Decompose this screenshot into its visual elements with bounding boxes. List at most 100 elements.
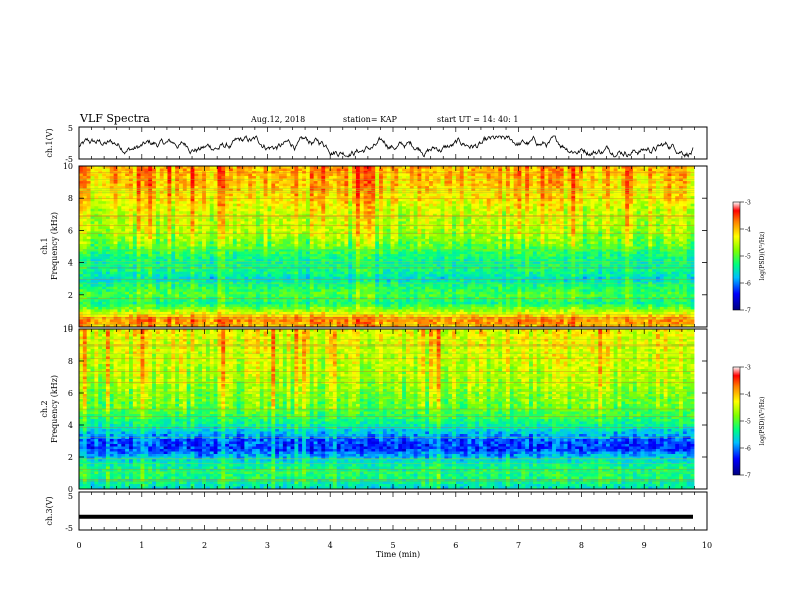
spectrogram-cell <box>456 199 460 202</box>
spectrogram-cell <box>398 189 402 192</box>
spectrogram-cell <box>683 174 687 177</box>
spectrogram-cell <box>683 181 687 184</box>
spectrogram-cell <box>679 174 683 177</box>
spectrogram-cell <box>264 199 268 202</box>
spectrogram-cell <box>94 189 98 192</box>
spectrogram-cell <box>117 199 121 202</box>
spectrogram-cell <box>114 181 118 184</box>
spectrogram-cell <box>633 194 637 197</box>
spectrogram-cell <box>452 184 456 187</box>
spectrogram-cell <box>594 201 598 204</box>
spectrogram-cell <box>406 181 410 184</box>
spectrogram-cell <box>583 176 587 179</box>
spectrogram-cell <box>210 169 214 172</box>
spectrogram-cell <box>518 176 522 179</box>
spectrogram-cell <box>221 204 225 207</box>
spectrogram-cell <box>260 181 264 184</box>
spectrogram-cell <box>79 189 83 192</box>
spectrogram-cell <box>541 176 545 179</box>
spectrogram-cell <box>521 171 525 174</box>
spectrogram-cell <box>456 179 460 182</box>
spectrogram-cell <box>94 171 98 174</box>
spectrogram-cell <box>210 199 214 202</box>
spectrogram-cell <box>456 201 460 204</box>
spectrogram-cell <box>125 179 129 182</box>
spectrogram-cell <box>383 174 387 177</box>
spectrogram-cell <box>475 199 479 202</box>
spectrogram-cell <box>252 199 256 202</box>
spectrogram-cell <box>364 204 368 207</box>
spectrogram-cell <box>356 179 360 182</box>
spectrogram-cell <box>79 174 83 177</box>
spectrogram-cell <box>402 174 406 177</box>
spectrogram-cell <box>564 176 568 179</box>
spectrogram-cell <box>152 189 156 192</box>
spectrogram-cell <box>179 181 183 184</box>
spectrogram-cell <box>252 174 256 177</box>
spectrogram-cell <box>618 184 622 187</box>
spectrogram-cell <box>664 176 668 179</box>
spectrogram-cell <box>121 176 125 179</box>
spectrogram-cell <box>402 176 406 179</box>
spectrogram-cell <box>171 201 175 204</box>
spectrogram-cell <box>571 169 575 172</box>
spectrogram-cell <box>344 194 348 197</box>
spectrogram-cell <box>79 204 83 207</box>
spectrogram-cell <box>175 189 179 192</box>
spectrogram-cell <box>637 174 641 177</box>
spectrogram-cell <box>414 169 418 172</box>
spectrogram-cell <box>225 199 229 202</box>
spectrogram-cell <box>548 171 552 174</box>
spectrogram-cell <box>487 201 491 204</box>
spectrogram-cell <box>448 174 452 177</box>
spectrogram-cell <box>587 189 591 192</box>
spectrogram-cell <box>387 171 391 174</box>
spectrogram-cell <box>214 181 218 184</box>
spectrogram-cell <box>602 179 606 182</box>
spectrogram-cell <box>364 194 368 197</box>
spectrogram-cell <box>444 176 448 179</box>
spectrogram-cell <box>329 189 333 192</box>
spectrogram-cell <box>568 176 572 179</box>
spectrogram-cell <box>87 204 91 207</box>
spectrogram-cell <box>671 174 675 177</box>
spectrogram-cell <box>194 201 198 204</box>
spectrogram-cell <box>167 184 171 187</box>
spectrogram-cell <box>198 176 202 179</box>
spectrogram-cell <box>491 199 495 202</box>
spectrogram-cell <box>479 199 483 202</box>
spectrogram-cell <box>483 184 487 187</box>
spectrogram-cell <box>452 194 456 197</box>
spectrogram-cell <box>487 176 491 179</box>
spectrogram-cell <box>421 171 425 174</box>
spectrogram-cell <box>233 174 237 177</box>
spectrogram-cell <box>637 179 641 182</box>
spectrogram-cell <box>187 201 191 204</box>
spectrogram-cell <box>491 184 495 187</box>
spectrogram-cell <box>560 204 564 207</box>
spectrogram-cell <box>571 176 575 179</box>
spectrogram-cell <box>367 194 371 197</box>
spectrogram-cell <box>229 189 233 192</box>
spectrogram-cell <box>325 189 329 192</box>
spectrogram-cell <box>321 169 325 172</box>
spectrogram-cell <box>652 199 656 202</box>
spectrogram-cell <box>202 199 206 202</box>
spectrogram-cell <box>691 189 695 192</box>
spectrogram-cell <box>248 194 252 197</box>
spectrogram-cell <box>179 194 183 197</box>
spectrogram-cell <box>433 204 437 207</box>
spectrogram-cell <box>237 194 241 197</box>
spectrogram-cell <box>206 206 210 209</box>
spectrogram-cell <box>360 181 364 184</box>
spectrogram-cell <box>402 189 406 192</box>
spectrogram-cell <box>668 199 672 202</box>
spectrogram-cell <box>510 199 514 202</box>
spectrogram-cell <box>679 181 683 184</box>
spectrogram-cell <box>294 176 298 179</box>
spectrogram-cell <box>575 179 579 182</box>
spectrogram-cell <box>660 179 664 182</box>
spectrogram-cell <box>598 204 602 207</box>
spectrogram-cell <box>483 194 487 197</box>
spectrogram-cell <box>167 181 171 184</box>
